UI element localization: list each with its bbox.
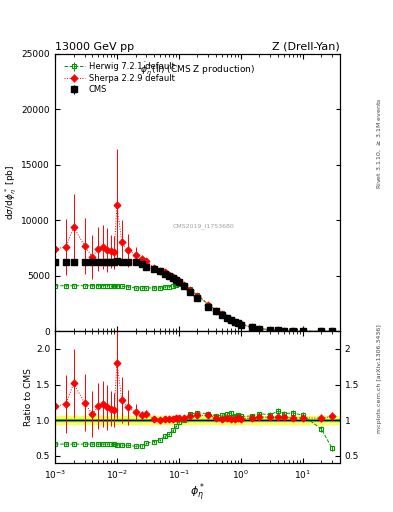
Text: Z (Drell-Yan): Z (Drell-Yan) — [272, 41, 340, 52]
Text: mcplots.cern.ch [arXiv:1306.3436]: mcplots.cern.ch [arXiv:1306.3436] — [377, 325, 382, 433]
Text: CMS2019_I1753680: CMS2019_I1753680 — [172, 223, 234, 229]
X-axis label: $\phi^*_{\eta}$: $\phi^*_{\eta}$ — [190, 482, 205, 504]
Y-axis label: Ratio to CMS: Ratio to CMS — [24, 368, 33, 426]
Bar — [55, 416, 340, 424]
Legend: Herwig 7.2.1 default, Sherpa 2.2.9 default, CMS: Herwig 7.2.1 default, Sherpa 2.2.9 defau… — [62, 61, 176, 96]
Text: 13000 GeV pp: 13000 GeV pp — [55, 41, 134, 52]
Y-axis label: d$\sigma$/d$\phi^*_{\eta}$ [pb]: d$\sigma$/d$\phi^*_{\eta}$ [pb] — [3, 165, 18, 220]
Bar — [55, 419, 340, 421]
Text: $\dot{\phi}^*_{\eta}$(ll) (CMS Z production): $\dot{\phi}^*_{\eta}$(ll) (CMS Z product… — [140, 61, 255, 78]
Text: Rivet 3.1.10, $\geq$ 3.1M events: Rivet 3.1.10, $\geq$ 3.1M events — [375, 98, 383, 189]
